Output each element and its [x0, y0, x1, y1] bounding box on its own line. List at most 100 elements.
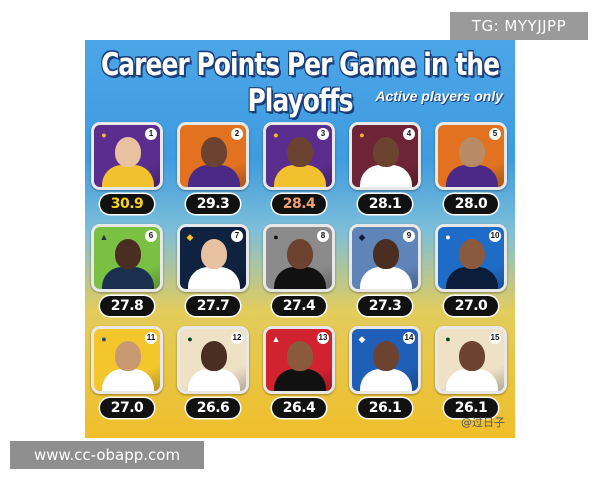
team-logo-icon: ● — [445, 334, 451, 344]
team-logo-icon: ▲ — [99, 232, 109, 242]
player-rank-badge: 11 — [145, 332, 157, 344]
team-logo-icon: ● — [187, 130, 193, 140]
player-portrait: ● 3 — [263, 122, 335, 190]
player-portrait: ◆ 7 — [177, 224, 249, 292]
player-portrait: ◆ 9 — [349, 224, 421, 292]
player-rank-badge: 3 — [317, 128, 329, 140]
player-card: ● 10 27.0 — [435, 224, 507, 320]
player-points-value: 26.1 — [444, 398, 498, 418]
player-points-value: 27.0 — [444, 296, 498, 316]
player-jersey-icon — [188, 267, 240, 289]
team-logo-icon: ● — [359, 130, 365, 140]
player-rank-badge: 12 — [231, 332, 243, 344]
playoff-points-poster: Career Points Per Game in the Playoffs A… — [85, 40, 515, 438]
player-rank-badge: 14 — [403, 332, 415, 344]
player-rank-badge: 13 — [317, 332, 329, 344]
player-card: ● 15 26.1 — [435, 326, 507, 422]
player-card: ◆ 7 27.7 — [177, 224, 249, 320]
player-jersey-icon — [188, 165, 240, 187]
player-head-icon — [373, 239, 399, 269]
player-jersey-icon — [102, 165, 154, 187]
player-portrait: ● 12 — [177, 326, 249, 394]
poster-watermark: @过日子 — [461, 416, 505, 429]
player-rank-badge: 7 — [231, 230, 243, 242]
player-head-icon — [459, 137, 485, 167]
player-head-icon — [115, 137, 141, 167]
player-jersey-icon — [102, 369, 154, 391]
player-portrait: ● 10 — [435, 224, 507, 292]
player-points-value: 27.0 — [100, 398, 154, 418]
player-head-icon — [373, 137, 399, 167]
player-head-icon — [459, 239, 485, 269]
player-jersey-icon — [188, 369, 240, 391]
player-portrait: ● 2 — [177, 122, 249, 190]
player-portrait: ● 15 — [435, 326, 507, 394]
player-points-value: 27.7 — [186, 296, 240, 316]
team-logo-icon: ● — [273, 232, 279, 242]
team-logo-icon: ● — [101, 130, 107, 140]
player-head-icon — [373, 341, 399, 371]
player-points-value: 27.3 — [358, 296, 412, 316]
player-points-value: 27.4 — [272, 296, 326, 316]
player-head-icon — [287, 137, 313, 167]
player-head-icon — [115, 239, 141, 269]
player-portrait: ● 1 — [91, 122, 163, 190]
player-jersey-icon — [274, 267, 326, 289]
player-card: ▲ 6 27.8 — [91, 224, 163, 320]
player-card: ● 12 26.6 — [177, 326, 249, 422]
player-jersey-icon — [360, 267, 412, 289]
player-rank-badge: 2 — [231, 128, 243, 140]
player-jersey-icon — [360, 369, 412, 391]
team-logo-icon: ● — [101, 334, 107, 344]
player-jersey-icon — [446, 369, 498, 391]
player-card: ● 5 28.0 — [435, 122, 507, 218]
team-logo-icon: ● — [445, 130, 451, 140]
player-card: ● 4 28.1 — [349, 122, 421, 218]
player-rank-badge: 1 — [145, 128, 157, 140]
player-card: ● 3 28.4 — [263, 122, 335, 218]
player-points-value: 26.1 — [358, 398, 412, 418]
team-logo-icon: ◆ — [186, 232, 194, 242]
player-points-value: 28.0 — [444, 194, 498, 214]
player-portrait: ● 5 — [435, 122, 507, 190]
player-card: ● 2 29.3 — [177, 122, 249, 218]
player-portrait: ● 4 — [349, 122, 421, 190]
player-head-icon — [201, 341, 227, 371]
player-rank-badge: 4 — [403, 128, 415, 140]
player-rank-badge: 6 — [145, 230, 157, 242]
player-portrait: ▲ 6 — [91, 224, 163, 292]
player-rank-badge: 10 — [489, 230, 501, 242]
player-head-icon — [201, 137, 227, 167]
player-rank-badge: 15 — [489, 332, 501, 344]
player-portrait: ◆ 14 — [349, 326, 421, 394]
player-jersey-icon — [274, 165, 326, 187]
player-head-icon — [201, 239, 227, 269]
url-overlay-label: www.cc-obapp.com — [10, 441, 204, 469]
player-jersey-icon — [360, 165, 412, 187]
player-card: ● 1 30.9 — [91, 122, 163, 218]
player-head-icon — [287, 341, 313, 371]
player-head-icon — [287, 239, 313, 269]
player-portrait: ▲ 13 — [263, 326, 335, 394]
player-jersey-icon — [446, 267, 498, 289]
player-head-icon — [115, 341, 141, 371]
player-rank-badge: 9 — [403, 230, 415, 242]
team-logo-icon: ● — [445, 232, 451, 242]
player-card: ▲ 13 26.4 — [263, 326, 335, 422]
player-jersey-icon — [102, 267, 154, 289]
team-logo-icon: ◆ — [358, 334, 366, 344]
player-card: ◆ 14 26.1 — [349, 326, 421, 422]
team-logo-icon: ● — [187, 334, 193, 344]
player-rank-badge: 8 — [317, 230, 329, 242]
player-points-value: 28.4 — [272, 194, 326, 214]
player-points-value: 28.1 — [358, 194, 412, 214]
tg-overlay-label: TG: MYYJJPP — [450, 12, 588, 40]
player-jersey-icon — [446, 165, 498, 187]
player-card: ◆ 9 27.3 — [349, 224, 421, 320]
team-logo-icon: ▲ — [271, 334, 281, 344]
player-card: ● 11 27.0 — [91, 326, 163, 422]
team-logo-icon: ◆ — [358, 232, 366, 242]
player-portrait: ● 11 — [91, 326, 163, 394]
player-points-value: 29.3 — [186, 194, 240, 214]
